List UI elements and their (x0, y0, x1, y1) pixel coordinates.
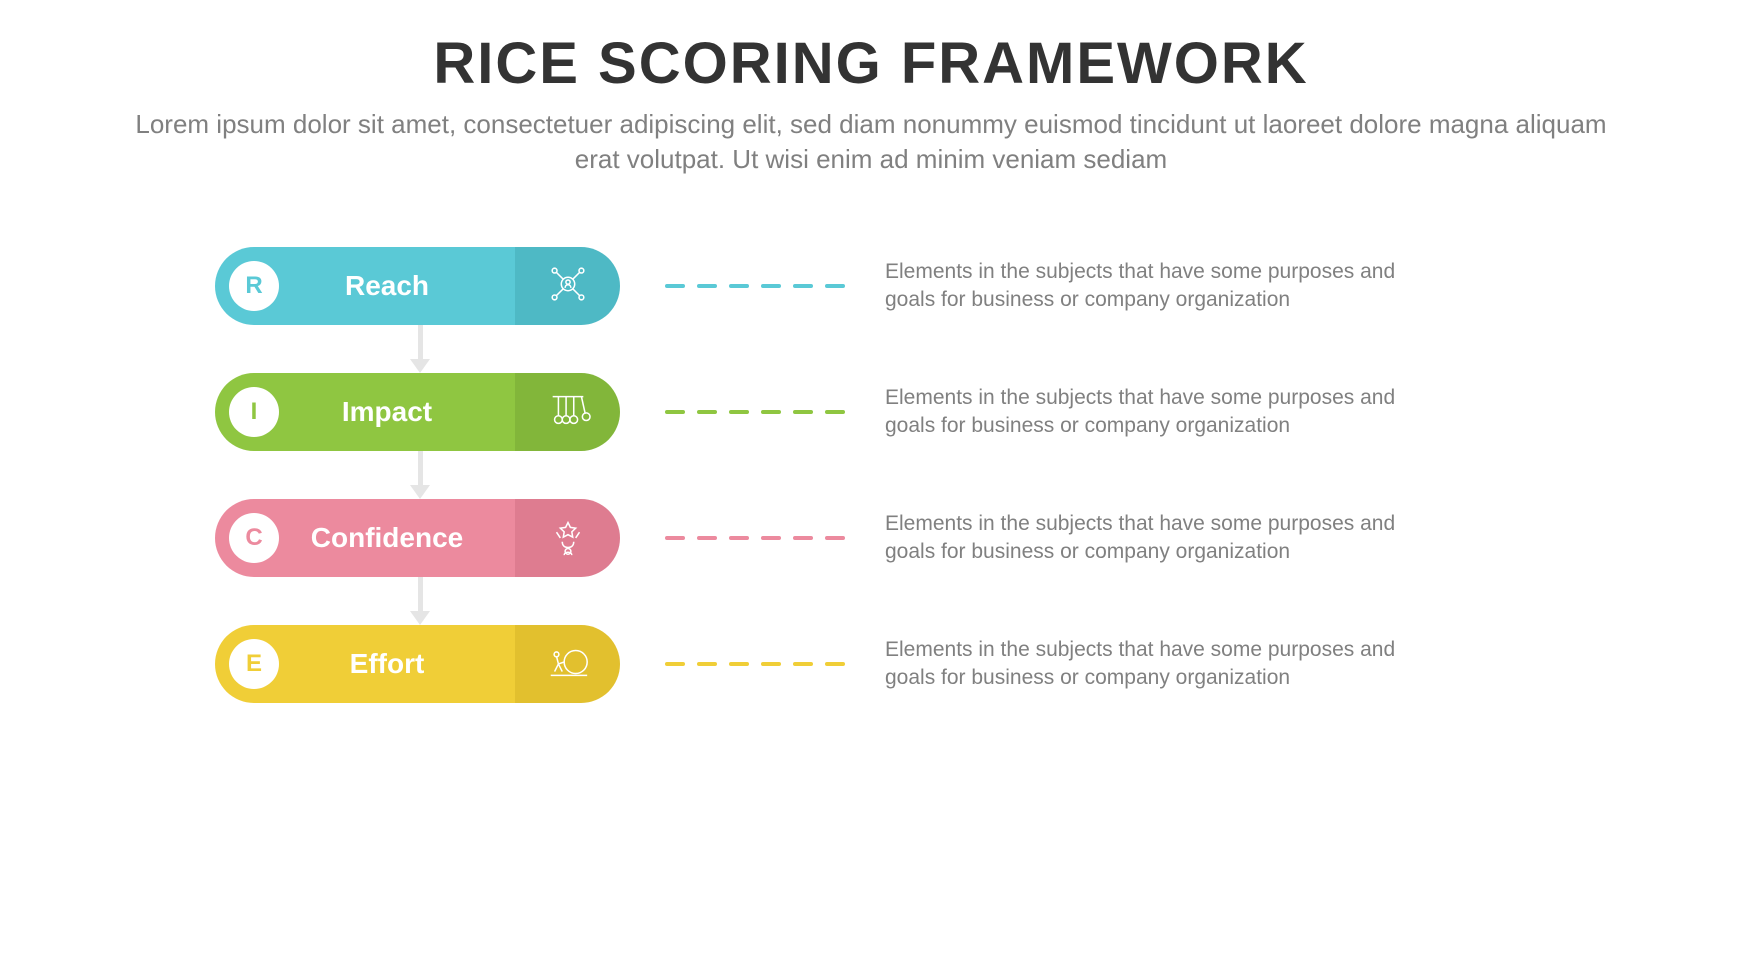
pill-left: IImpact (215, 373, 515, 451)
dash (729, 410, 749, 414)
page-subtitle: Lorem ipsum dolor sit amet, consectetuer… (121, 107, 1621, 177)
dash (793, 536, 813, 540)
infographic-page: RICE SCORING FRAMEWORK Lorem ipsum dolor… (0, 0, 1742, 980)
dash (665, 410, 685, 414)
framework-row: IImpact Elements in the subjects that ha… (215, 373, 1742, 451)
items-container: RReach Elements in the subjects that hav… (0, 247, 1742, 703)
dash (793, 410, 813, 414)
dash-connector (665, 536, 845, 540)
dash (761, 284, 781, 288)
letter-circle: I (229, 387, 279, 437)
dash (697, 536, 717, 540)
dash-connector (665, 662, 845, 666)
down-arrow-icon (415, 325, 425, 373)
down-arrow-icon (415, 451, 425, 499)
dash (697, 410, 717, 414)
letter-circle: R (229, 261, 279, 311)
dash (825, 284, 845, 288)
item-description: Elements in the subjects that have some … (885, 636, 1445, 693)
dash (697, 662, 717, 666)
pill-icon-section (515, 499, 620, 577)
letter-circle: C (229, 513, 279, 563)
pill-left: RReach (215, 247, 515, 325)
pill-icon-section (515, 373, 620, 451)
dash-connector (665, 410, 845, 414)
pill: IImpact (215, 373, 620, 451)
dash (825, 662, 845, 666)
dash (729, 284, 749, 288)
pill: CConfidence (215, 499, 620, 577)
trophy-icon (545, 513, 591, 564)
dash (665, 284, 685, 288)
pill-icon-section (515, 625, 620, 703)
framework-row: EEffort Elements in the subjects that ha… (215, 625, 1742, 703)
framework-row: CConfidence Elements in the subjects tha… (215, 499, 1742, 577)
pill: RReach (215, 247, 620, 325)
dash (665, 536, 685, 540)
pill-label: Impact (279, 396, 515, 428)
dash (761, 662, 781, 666)
dash (729, 662, 749, 666)
dash (665, 662, 685, 666)
letter-circle: E (229, 639, 279, 689)
pill-label: Effort (279, 648, 515, 680)
dash-connector (665, 284, 845, 288)
dash (761, 536, 781, 540)
down-arrow-icon (415, 577, 425, 625)
item-description: Elements in the subjects that have some … (885, 384, 1445, 441)
pill-left: EEffort (215, 625, 515, 703)
pill-label: Reach (279, 270, 515, 302)
dash (729, 536, 749, 540)
network-icon (545, 261, 591, 312)
pendulum-icon (545, 387, 591, 438)
item-description: Elements in the subjects that have some … (885, 510, 1445, 567)
page-title: RICE SCORING FRAMEWORK (0, 30, 1742, 97)
framework-row: RReach Elements in the subjects that hav… (215, 247, 1742, 325)
pill-left: CConfidence (215, 499, 515, 577)
dash (793, 662, 813, 666)
dash (697, 284, 717, 288)
dash (793, 284, 813, 288)
dash (761, 410, 781, 414)
dash (825, 536, 845, 540)
pill-label: Confidence (279, 522, 515, 554)
push-icon (545, 639, 591, 690)
item-description: Elements in the subjects that have some … (885, 258, 1445, 315)
pill: EEffort (215, 625, 620, 703)
dash (825, 410, 845, 414)
pill-icon-section (515, 247, 620, 325)
